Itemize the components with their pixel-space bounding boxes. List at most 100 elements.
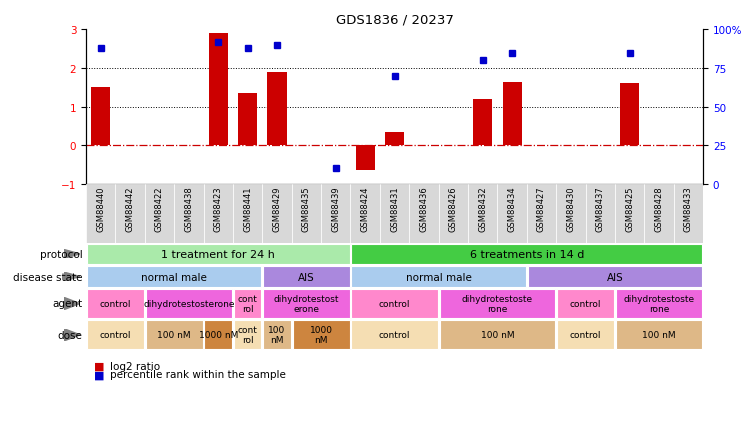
Bar — [87, 244, 349, 265]
Text: ■: ■ — [94, 361, 104, 371]
Bar — [352, 321, 438, 349]
Text: cont
rol: cont rol — [238, 295, 257, 313]
Bar — [203, 184, 233, 243]
Text: 1000
nM: 1000 nM — [310, 326, 333, 344]
Bar — [145, 184, 174, 243]
Text: GSM88430: GSM88430 — [566, 186, 575, 232]
Text: GSM88438: GSM88438 — [184, 186, 194, 232]
Text: control: control — [570, 331, 601, 339]
Bar — [616, 321, 702, 349]
Text: GSM88436: GSM88436 — [420, 186, 429, 232]
Bar — [146, 321, 203, 349]
Bar — [473, 100, 492, 146]
Bar — [263, 184, 292, 243]
Text: protocol: protocol — [40, 250, 82, 259]
Polygon shape — [64, 250, 80, 259]
Bar — [620, 84, 640, 146]
Text: GSM88433: GSM88433 — [684, 186, 693, 232]
Text: AIS: AIS — [607, 272, 623, 282]
Text: control: control — [378, 331, 411, 339]
Bar — [115, 184, 145, 243]
Text: control: control — [570, 299, 601, 308]
Bar — [204, 321, 232, 349]
Text: 1000 nM: 1000 nM — [198, 331, 238, 339]
Bar — [234, 321, 262, 349]
Text: GSM88422: GSM88422 — [155, 186, 164, 232]
Text: 6 treatments in 14 d: 6 treatments in 14 d — [470, 250, 584, 259]
Text: GSM88439: GSM88439 — [331, 186, 340, 232]
Bar — [557, 321, 614, 349]
Text: GSM88431: GSM88431 — [390, 186, 399, 232]
Text: dihydrotestoste
rone: dihydrotestoste rone — [624, 295, 695, 313]
Bar — [616, 289, 702, 318]
Bar — [238, 94, 257, 146]
Polygon shape — [64, 329, 80, 341]
Text: normal male: normal male — [405, 272, 471, 282]
Bar — [355, 146, 375, 171]
Bar — [497, 184, 527, 243]
Bar — [87, 321, 144, 349]
Bar — [674, 184, 703, 243]
Bar — [209, 34, 228, 146]
Text: agent: agent — [52, 299, 82, 309]
Bar — [557, 289, 614, 318]
Bar — [352, 266, 526, 287]
Bar — [233, 184, 263, 243]
Text: dihydrotestoste
rone: dihydrotestoste rone — [462, 295, 533, 313]
Text: GSM88426: GSM88426 — [449, 186, 458, 232]
Polygon shape — [64, 298, 80, 310]
Bar — [557, 184, 586, 243]
Text: AIS: AIS — [298, 272, 315, 282]
Bar — [527, 266, 702, 287]
Text: ■: ■ — [94, 370, 104, 379]
Text: cont
rol: cont rol — [238, 326, 257, 344]
Bar — [440, 289, 555, 318]
Bar — [87, 266, 262, 287]
Bar — [234, 289, 262, 318]
Bar — [385, 132, 404, 146]
Text: log2 ratio: log2 ratio — [110, 361, 160, 371]
Text: percentile rank within the sample: percentile rank within the sample — [110, 370, 286, 379]
Text: 100 nM: 100 nM — [157, 331, 191, 339]
Bar — [503, 82, 521, 146]
Text: 1 treatment for 24 h: 1 treatment for 24 h — [162, 250, 275, 259]
Bar — [409, 184, 438, 243]
Bar — [263, 266, 349, 287]
Text: 100
nM: 100 nM — [269, 326, 286, 344]
Text: dihydrotestost
erone: dihydrotestost erone — [274, 295, 339, 313]
Text: GSM88437: GSM88437 — [595, 186, 605, 232]
Bar — [468, 184, 497, 243]
Bar — [352, 244, 702, 265]
Text: GSM88425: GSM88425 — [625, 186, 634, 232]
Bar — [263, 289, 349, 318]
Bar — [440, 321, 555, 349]
Bar — [292, 321, 349, 349]
Text: GSM88428: GSM88428 — [654, 186, 663, 232]
Bar — [321, 184, 351, 243]
Text: GSM88440: GSM88440 — [96, 186, 105, 232]
Text: GSM88434: GSM88434 — [508, 186, 517, 232]
Text: control: control — [99, 299, 131, 308]
Bar — [586, 184, 615, 243]
Bar — [615, 184, 644, 243]
Bar — [263, 321, 291, 349]
Text: GSM88429: GSM88429 — [272, 186, 281, 232]
Text: dihydrotestosterone: dihydrotestosterone — [143, 299, 235, 308]
Text: GSM88441: GSM88441 — [243, 186, 252, 232]
Bar — [292, 184, 321, 243]
Bar — [438, 184, 468, 243]
Bar — [268, 73, 286, 146]
Bar — [380, 184, 409, 243]
Bar — [527, 184, 557, 243]
Text: GSM88424: GSM88424 — [361, 186, 370, 232]
Bar — [351, 184, 380, 243]
Text: GSM88442: GSM88442 — [126, 186, 135, 232]
Text: GSM88427: GSM88427 — [537, 186, 546, 232]
Text: control: control — [99, 331, 131, 339]
Text: normal male: normal male — [141, 272, 207, 282]
Text: dose: dose — [58, 330, 82, 340]
Text: 100 nM: 100 nM — [643, 331, 676, 339]
Bar — [91, 88, 110, 146]
Text: control: control — [378, 299, 411, 308]
Text: GSM88435: GSM88435 — [302, 186, 311, 232]
